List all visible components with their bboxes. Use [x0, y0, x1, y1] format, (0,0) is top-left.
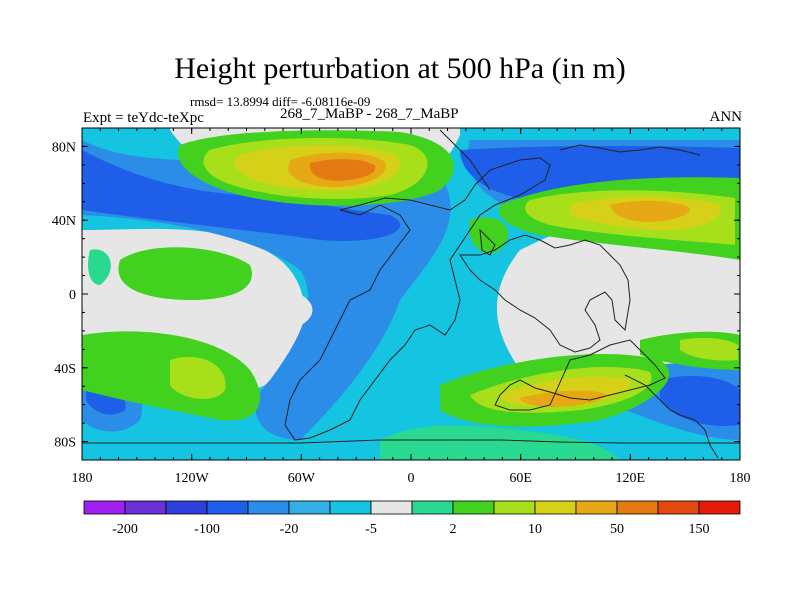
colorbar-label: -20: [280, 522, 299, 537]
teal-tropical: [88, 249, 111, 285]
colorbar-swatch: [452, 500, 495, 515]
colorbar: -200 -100 -20 -5 2 10 50 150: [83, 500, 741, 537]
colorbar-swatch: [329, 500, 372, 515]
colorbar-label: -100: [194, 522, 220, 537]
green-atlantic-arc: [469, 217, 509, 254]
green-tropical-pacific: [118, 247, 252, 300]
colorbar-label: 150: [689, 522, 710, 537]
colorbar-swatch: [616, 500, 659, 515]
y-tick-label: 40S: [54, 362, 76, 377]
teal-southern-rim: [380, 425, 620, 460]
colorbar-label: -200: [112, 522, 138, 537]
colorbar-swatch: [83, 500, 126, 515]
stats-label: rmsd= 13.8994 diff= -6.08116e-09: [190, 94, 371, 109]
chart-title: Height perturbation at 500 hPa (in m): [174, 52, 626, 85]
colorbar-swatch: [370, 500, 413, 515]
colorbar-swatch: [165, 500, 208, 515]
x-tick-label: 180: [730, 471, 751, 486]
x-tick-label: 60W: [288, 471, 316, 486]
season-label: ANN: [709, 109, 743, 125]
x-axis: 180 120W 60W 0 60E 120E 180: [72, 128, 751, 486]
colorbar-swatch: [247, 500, 290, 515]
x-tick-label: 180: [72, 471, 93, 486]
colorbar-label: 50: [610, 522, 624, 537]
colorbar-swatch: [493, 500, 536, 515]
y-tick-label: 80S: [54, 436, 76, 451]
colorbar-swatch: [657, 500, 700, 515]
y-tick-label: 80N: [52, 140, 76, 155]
colorbar-swatch: [698, 500, 741, 515]
colorbar-label: 10: [528, 522, 542, 537]
colorbar-swatch: [206, 500, 249, 515]
colorbar-label: -5: [365, 522, 377, 537]
colorbar-swatch: [124, 500, 167, 515]
contour-field: [82, 128, 740, 460]
colorbar-swatch: [411, 500, 454, 515]
orange-north-pacific-core: [309, 159, 376, 181]
x-tick-label: 0: [408, 471, 415, 486]
yellowgreen-south-pacific: [170, 356, 226, 400]
colorbar-label: 2: [450, 522, 457, 537]
y-tick-label: 40N: [52, 214, 76, 229]
dark-blue-northwest: [82, 150, 401, 241]
y-axis: 80N 40N 0 40S 80S: [52, 127, 740, 461]
coastlines: [82, 129, 740, 459]
y-tick-label: 0: [69, 288, 76, 303]
case-label: 268_7_MaBP - 268_7_MaBP: [280, 106, 459, 122]
colorbar-swatch: [534, 500, 577, 515]
colorbar-swatch: [575, 500, 618, 515]
colorbar-swatch: [288, 500, 331, 515]
yellowgreen-south-pacific-east: [680, 337, 738, 361]
dark-blue-south-pacific: [660, 375, 740, 426]
orange-eurasia-max: [610, 200, 690, 222]
x-tick-label: 60E: [509, 471, 532, 486]
x-tick-label: 120E: [616, 471, 646, 486]
x-tick-label: 120W: [175, 471, 210, 486]
orange-southern-indian-max: [520, 390, 605, 407]
experiment-label: Expt = teYdc-teXpc: [83, 110, 204, 126]
